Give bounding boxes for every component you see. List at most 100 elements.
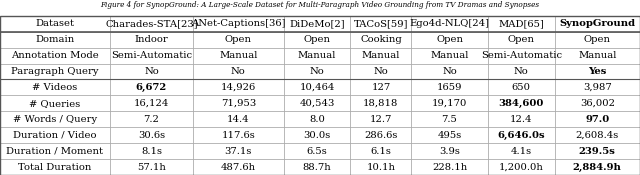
Text: 650: 650 (512, 83, 531, 92)
Text: 6,646.0s: 6,646.0s (497, 131, 545, 140)
Bar (284, 127, 351, 143)
Text: Duration / Moment: Duration / Moment (6, 147, 104, 156)
Bar (193, 143, 284, 159)
Text: 97.0: 97.0 (585, 115, 609, 124)
Text: MAD[65]: MAD[65] (499, 19, 544, 28)
Bar (412, 159, 488, 175)
Bar (0, 143, 110, 159)
Text: ANet-Captions[36]: ANet-Captions[36] (191, 19, 285, 28)
Bar (488, 64, 555, 79)
Bar (488, 48, 555, 64)
Bar (412, 127, 488, 143)
Text: 19,170: 19,170 (432, 99, 467, 108)
Text: 2,884.9h: 2,884.9h (573, 163, 621, 172)
Text: 12.7: 12.7 (370, 115, 392, 124)
Bar (0, 95, 110, 111)
Bar (351, 32, 412, 48)
Bar (193, 48, 284, 64)
Bar (193, 64, 284, 79)
Text: DiDeMo[2]: DiDeMo[2] (289, 19, 345, 28)
Text: Yes: Yes (588, 67, 607, 76)
Text: Open: Open (584, 35, 611, 44)
Bar (488, 79, 555, 95)
Text: 495s: 495s (437, 131, 461, 140)
Text: 228.1h: 228.1h (432, 163, 467, 172)
Bar (284, 16, 351, 32)
Text: 127: 127 (371, 83, 390, 92)
Text: Cooking: Cooking (360, 35, 402, 44)
Bar (412, 95, 488, 111)
Text: Dataset: Dataset (35, 19, 74, 28)
Bar (488, 159, 555, 175)
Text: 7.5: 7.5 (442, 115, 458, 124)
Text: No: No (442, 67, 457, 76)
Bar (193, 127, 284, 143)
Bar (110, 159, 193, 175)
Bar (555, 79, 640, 95)
Bar (555, 16, 640, 32)
Text: Domain: Domain (35, 35, 75, 44)
Text: 487.6h: 487.6h (221, 163, 256, 172)
Text: 12.4: 12.4 (510, 115, 532, 124)
Bar (351, 64, 412, 79)
Text: Manual: Manual (362, 51, 400, 60)
Bar (110, 32, 193, 48)
Bar (284, 79, 351, 95)
Bar (0, 16, 110, 32)
Bar (351, 95, 412, 111)
Bar (110, 64, 193, 79)
Bar (193, 16, 284, 32)
Text: Manual: Manual (430, 51, 468, 60)
Bar (284, 95, 351, 111)
Text: # Queries: # Queries (29, 99, 81, 108)
Text: 16,124: 16,124 (134, 99, 169, 108)
Bar (555, 48, 640, 64)
Text: 6.5s: 6.5s (307, 147, 328, 156)
Bar (488, 127, 555, 143)
Text: No: No (374, 67, 388, 76)
Bar (193, 79, 284, 95)
Bar (193, 32, 284, 48)
Text: 57.1h: 57.1h (137, 163, 166, 172)
Text: 384,600: 384,600 (499, 99, 544, 108)
Bar (284, 32, 351, 48)
Bar (0, 79, 110, 95)
Bar (412, 64, 488, 79)
Text: 7.2: 7.2 (143, 115, 159, 124)
Text: Total Duration: Total Duration (19, 163, 92, 172)
Bar (555, 95, 640, 111)
Text: 71,953: 71,953 (221, 99, 256, 108)
Bar (488, 95, 555, 111)
Text: 40,543: 40,543 (300, 99, 335, 108)
Text: No: No (231, 67, 246, 76)
Bar (412, 48, 488, 64)
Text: TACoS[59]: TACoS[59] (354, 19, 408, 28)
Bar (351, 48, 412, 64)
Text: 1659: 1659 (437, 83, 462, 92)
Bar (110, 95, 193, 111)
Text: 1,200.0h: 1,200.0h (499, 163, 543, 172)
Text: SynopGround: SynopGround (559, 19, 636, 28)
Text: # Videos: # Videos (32, 83, 77, 92)
Bar (351, 127, 412, 143)
Bar (412, 79, 488, 95)
Text: Semi-Automatic: Semi-Automatic (111, 51, 192, 60)
Text: Semi-Automatic: Semi-Automatic (481, 51, 562, 60)
Text: # Words / Query: # Words / Query (13, 115, 97, 124)
Bar (555, 143, 640, 159)
Text: No: No (310, 67, 324, 76)
Bar (555, 64, 640, 79)
Bar (193, 95, 284, 111)
Text: 286.6s: 286.6s (364, 131, 397, 140)
Text: Figure 4 for SynopGround: A Large-Scale Dataset for Multi-Paragraph Video Ground: Figure 4 for SynopGround: A Large-Scale … (100, 1, 540, 9)
Bar (284, 159, 351, 175)
Text: Duration / Video: Duration / Video (13, 131, 97, 140)
Text: Charades-STA[23]: Charades-STA[23] (105, 19, 198, 28)
Text: 4.1s: 4.1s (511, 147, 532, 156)
Text: 117.6s: 117.6s (221, 131, 255, 140)
Text: Manual: Manual (219, 51, 257, 60)
Bar (110, 143, 193, 159)
Text: Manual: Manual (298, 51, 336, 60)
Text: 10,464: 10,464 (300, 83, 335, 92)
Text: Open: Open (508, 35, 534, 44)
